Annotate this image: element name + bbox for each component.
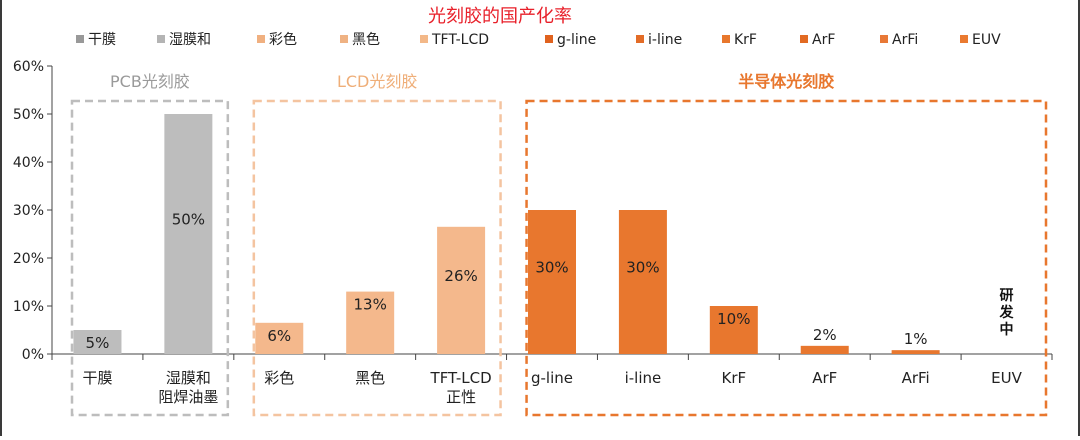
value-label: 1% [904,330,928,348]
legend-swatch [960,35,968,43]
group-box [252,99,502,417]
legend-swatch [545,35,553,43]
bar [800,345,849,354]
legend-label: 湿膜和 [169,32,211,48]
legend-swatch [340,35,348,43]
bar [73,330,122,354]
bar [346,291,395,354]
x-tick-label: EUV [991,369,1022,387]
legend-label: EUV [972,32,1001,48]
group-label: PCB光刻胶 [110,72,190,91]
bar [164,114,213,354]
y-tick-label: 10% [13,299,44,315]
value-label: 2% [813,326,837,344]
legend-label: i-line [648,32,682,48]
value-label: 50% [172,210,205,228]
legend-swatch [257,35,265,43]
x-tick-label: ArFi [902,369,930,387]
group-box [70,99,230,417]
y-tick-label: 30% [13,203,44,219]
legend-label: g-line [557,32,596,48]
legend-label: 干膜 [88,32,116,48]
y-tick-label: 20% [13,251,44,267]
group-box [525,99,1048,417]
bar [618,210,667,354]
x-tick-label: i-line [625,369,662,387]
bar [709,306,758,354]
legend-swatch [636,35,644,43]
y-tick-label: 40% [13,155,44,171]
legend-label: TFT-LCD [431,32,489,48]
y-tick-label: 0% [22,347,44,363]
x-tick-label: ArF [812,369,837,387]
legend-label: 黑色 [352,31,380,48]
legend-swatch [76,35,84,43]
y-tick-label: 50% [13,107,44,123]
x-tick-label: 正性 [446,388,476,406]
bar [437,226,486,354]
x-tick-label: KrF [721,369,746,387]
x-tick-label: 阻焊油墨 [158,388,218,406]
group-label: 半导体光刻胶 [738,72,834,91]
bar [891,350,940,354]
bar [528,210,576,354]
x-tick-label: g-line [531,369,573,387]
x-tick-label: 干膜 [82,369,112,387]
left-border [0,0,2,436]
legend-swatch [722,35,730,43]
x-tick-label: 湿膜和 [166,369,211,387]
right-border [1078,0,1080,436]
legend-swatch [157,35,165,43]
legend-label: ArFi [892,32,918,48]
value-label: 26% [444,267,477,285]
x-tick-label: 彩色 [264,369,294,387]
legend-label: ArF [812,32,835,48]
legend-label: KrF [734,32,757,48]
group-label: LCD光刻胶 [337,72,417,91]
legend-label: 彩色 [269,31,297,48]
value-label: 10% [717,310,750,328]
legend-swatch [420,35,428,43]
legend-swatch [880,35,888,43]
value-label: 研发中 [999,288,1015,338]
value-label: 30% [535,258,568,276]
value-label: 6% [267,327,291,345]
y-tick-label: 60% [13,59,44,75]
bar [255,322,304,354]
value-label: 30% [626,258,659,276]
legend-swatch [800,35,808,43]
x-tick-label: TFT-LCD [430,369,492,387]
chart-title: 光刻胶的国产化率 [428,6,572,27]
value-label: 5% [86,334,110,352]
value-label: 13% [354,296,387,314]
x-tick-label: 黑色 [355,369,385,387]
